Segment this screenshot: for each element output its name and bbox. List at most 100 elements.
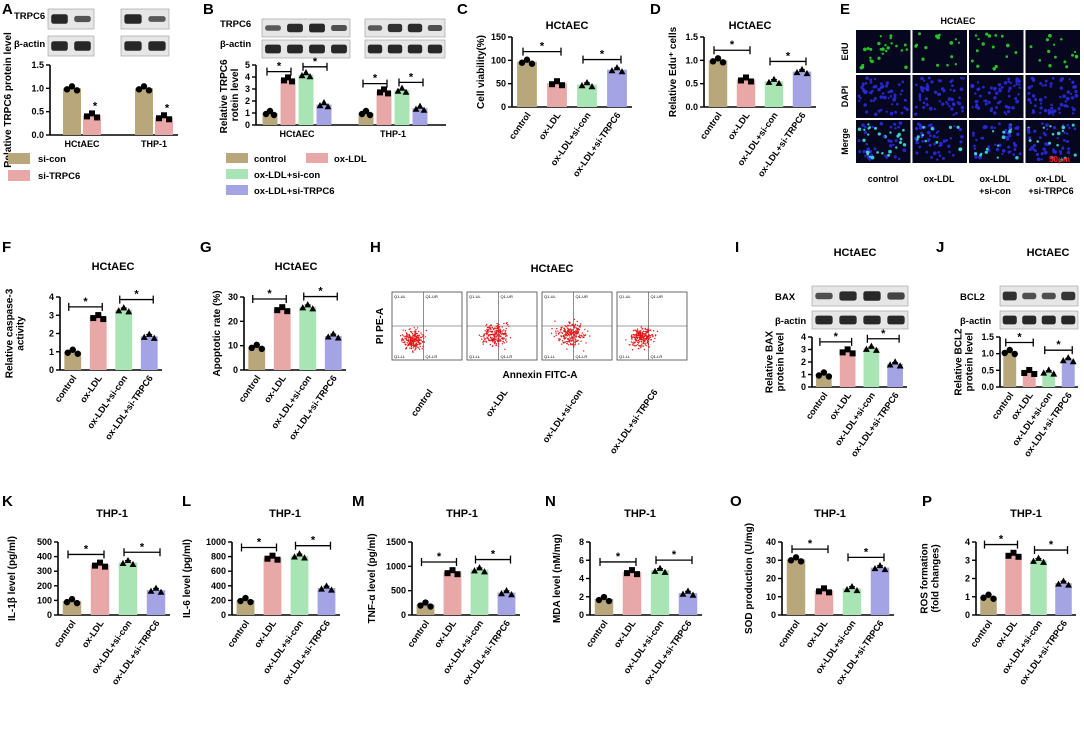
blot-band (887, 292, 905, 300)
category-label: ox-LDL (262, 373, 288, 405)
event-dot (486, 323, 488, 326)
column-label-line: ox-LDL (1036, 174, 1067, 184)
cell-nucleus (863, 128, 866, 131)
event-dot (573, 326, 575, 328)
data-point (748, 78, 754, 85)
blot-label-trpc6: TRPC6 (14, 11, 45, 22)
data-point (73, 599, 81, 607)
cell-nucleus (1064, 100, 1068, 103)
cell-nucleus (984, 102, 988, 106)
cell-nucleus (893, 155, 897, 159)
legend-label: ox-LDL (334, 154, 367, 165)
cell-nucleus (1052, 156, 1055, 160)
event-dot (412, 350, 414, 352)
cell-nucleus (975, 49, 979, 53)
cell-nucleus (899, 93, 903, 96)
cell-nucleus (991, 130, 995, 133)
cell-nucleus (914, 137, 917, 140)
event-dot (647, 342, 649, 344)
flow-plot: Q1-UL Q1-UR Q1-LL Q1-LR (466, 291, 538, 361)
cell-nucleus (956, 125, 960, 129)
category-label: ox-LDL+si-TRPC6 (608, 387, 660, 455)
y-tick-label: 0 (965, 610, 970, 620)
cell-nucleus (1051, 132, 1055, 136)
panel-j: J HCtAEC 0.0 0.5 1.0 1.5 Relative BCL2protein … (936, 239, 1078, 459)
cell-nucleus (1015, 155, 1019, 160)
significance-star: * (313, 56, 318, 68)
data-point (323, 582, 330, 589)
event-dot (485, 331, 488, 333)
event-dot (483, 337, 485, 339)
cell-nucleus (981, 42, 985, 46)
panel-letter: B (203, 1, 214, 18)
data-point (289, 78, 295, 85)
event-dot (403, 341, 406, 343)
event-dot (404, 336, 406, 338)
data-point (583, 79, 591, 86)
data-point (549, 81, 555, 88)
cell-nucleus (895, 44, 898, 48)
event-dot (557, 332, 560, 334)
category-label: HCtAEC (280, 129, 315, 139)
event-dot (632, 336, 634, 338)
event-dot (498, 337, 500, 339)
cell-nucleus (858, 99, 861, 103)
y-tick-label: 0 (49, 365, 54, 375)
data-point (385, 90, 391, 97)
event-dot (503, 342, 506, 344)
micrograph-edu (856, 30, 911, 73)
data-point (68, 83, 76, 90)
data-point (886, 361, 894, 368)
quadrant-label: Q1-UL (469, 294, 482, 299)
data-point (402, 88, 410, 95)
cell-nucleus (1074, 89, 1078, 94)
data-point (1050, 370, 1058, 377)
data-point (416, 102, 424, 109)
event-dot (405, 334, 408, 336)
panel-letter: D (650, 1, 661, 18)
cell-nucleus (868, 149, 873, 154)
cell-nucleus (1057, 107, 1061, 111)
data-point (743, 74, 749, 81)
data-point (588, 83, 596, 90)
event-dot (642, 345, 645, 347)
data-point (518, 59, 526, 66)
y-tick-label: 20 (766, 574, 776, 584)
event-dot (411, 331, 413, 333)
y-tick-label: 0.5 (685, 79, 698, 89)
event-dot (502, 341, 504, 343)
data-point (454, 571, 461, 578)
event-dot (499, 331, 501, 333)
y-tick-label: 0.0 (981, 382, 994, 392)
event-dot (407, 337, 409, 339)
data-point (285, 74, 291, 81)
event-dot (647, 327, 649, 329)
data-point (689, 591, 697, 598)
bar-ox-ldl-si-trpc6 (678, 593, 698, 615)
event-dot (632, 333, 634, 336)
quadrant-label: Q1-LR (426, 354, 438, 359)
bar-ox-ldl-si-con (118, 562, 138, 615)
event-dot (411, 333, 414, 335)
cell-nucleus (872, 99, 876, 102)
cell-nucleus (1042, 147, 1046, 151)
cell-nucleus (1033, 129, 1037, 133)
cell-nucleus (1067, 147, 1071, 151)
cell-nucleus (1028, 139, 1032, 142)
blot-band (887, 315, 905, 325)
cell-nucleus (861, 82, 865, 86)
panel-i: I HCtAEC 0 1 2 3 4 Relative BAXprotein level con… (735, 239, 907, 459)
cell-nucleus (1008, 86, 1012, 90)
cell-nucleus (942, 139, 947, 143)
event-dot (407, 333, 409, 336)
bar-ox-ldl-si-con (299, 306, 317, 370)
cell-nucleus (886, 46, 890, 50)
y-tick-label: 100 (491, 55, 506, 65)
data-point (291, 553, 298, 560)
data-point (68, 595, 76, 603)
cell-nucleus (863, 47, 867, 52)
cell-nucleus (1050, 106, 1054, 110)
event-dot (647, 331, 649, 333)
event-dot (579, 326, 581, 328)
